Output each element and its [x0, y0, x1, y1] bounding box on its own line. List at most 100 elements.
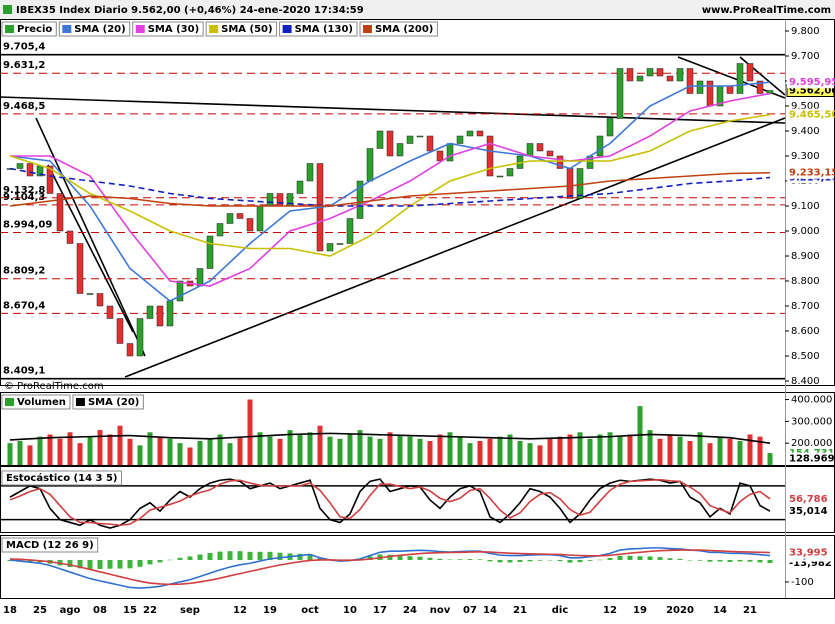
- y-tick-label: 9.800: [791, 26, 820, 37]
- y-tick-label: -100: [791, 577, 814, 588]
- candle: [426, 135, 434, 152]
- end-value-tag: [787, 492, 834, 505]
- bar: [637, 556, 643, 560]
- bar: [337, 438, 343, 465]
- candle: [746, 63, 754, 82]
- legend-label: Volumen: [17, 397, 66, 408]
- legend-box: [58, 21, 131, 37]
- bar: [587, 559, 593, 561]
- legend-label: SMA (200): [375, 24, 433, 35]
- candle: [576, 168, 584, 199]
- bar: [697, 432, 703, 465]
- candle: [96, 293, 104, 307]
- bar: [437, 434, 443, 465]
- candle: [156, 305, 164, 327]
- bar: [157, 436, 163, 465]
- candle: [626, 68, 634, 82]
- bar: [277, 438, 283, 465]
- candle: [76, 243, 84, 294]
- legend-swatch: [282, 25, 292, 33]
- candle: [166, 300, 174, 327]
- y-tick-label: 8.700: [791, 301, 820, 312]
- bar: [377, 438, 383, 465]
- candle: [636, 75, 644, 82]
- candle: [596, 135, 604, 157]
- bar: [427, 557, 433, 560]
- legend-label: SMA (20): [74, 24, 125, 35]
- legend-swatch: [62, 25, 72, 33]
- candle: [416, 135, 424, 138]
- candle: [406, 135, 414, 144]
- bar: [177, 443, 183, 465]
- candle: [436, 150, 444, 162]
- bar: [747, 559, 753, 562]
- bar: [157, 559, 163, 563]
- candle: [686, 68, 694, 94]
- bar: [237, 436, 243, 465]
- bar: [147, 559, 153, 565]
- bar: [547, 559, 553, 561]
- bar: [47, 434, 53, 465]
- bar: [677, 558, 683, 560]
- x-tick-label: 12: [603, 605, 617, 616]
- candle: [236, 213, 244, 219]
- legend-item: SMA (30): [132, 21, 204, 37]
- level-label: 8.994,09: [3, 219, 52, 230]
- bar: [217, 434, 223, 465]
- x-tick-label: 19: [263, 605, 277, 616]
- bar: [237, 551, 243, 560]
- bar: [257, 551, 263, 560]
- level-label: 9.468,5: [3, 101, 45, 112]
- level-label: 9.705,4: [3, 42, 45, 53]
- y-tick-label: 200.000: [791, 438, 832, 449]
- x-tick-label: dic: [552, 605, 569, 616]
- bar: [87, 559, 93, 570]
- bar: [497, 436, 503, 465]
- x-tick-label: 19: [633, 605, 647, 616]
- bar: [487, 438, 493, 465]
- bar: [287, 430, 293, 465]
- end-value-tag: [787, 166, 834, 179]
- bar: [107, 434, 113, 465]
- bar: [387, 432, 393, 465]
- candle: [666, 75, 674, 82]
- plot: [7, 399, 773, 465]
- bar: [87, 436, 93, 465]
- candle: [336, 243, 344, 245]
- end-value-label: 9.233,15: [789, 168, 835, 179]
- candle: [116, 318, 124, 344]
- candle: [226, 213, 234, 224]
- bar: [167, 438, 173, 465]
- end-value-label: 56,786: [789, 494, 828, 505]
- end-value-tag: [787, 546, 834, 559]
- candle: [546, 150, 554, 157]
- bar: [707, 443, 713, 465]
- x-tick-label: 17: [373, 605, 387, 616]
- bar: [437, 558, 443, 560]
- x-tick-label: ago: [60, 605, 81, 616]
- candle: [216, 223, 224, 237]
- candle: [486, 135, 494, 177]
- legend-swatch: [209, 25, 219, 33]
- legend-swatch: [362, 25, 372, 33]
- bar: [737, 441, 743, 465]
- legend-box: [279, 21, 358, 37]
- bar: [677, 436, 683, 465]
- legend-item: Estocástico (14 3 5): [1, 470, 122, 486]
- series-line: [10, 92, 771, 287]
- y-tick-label: 8.500: [791, 351, 820, 362]
- candle: [386, 130, 394, 157]
- bar: [307, 432, 313, 465]
- y-tick-label: 9.300: [791, 151, 820, 162]
- end-value-label: -13,982: [789, 558, 832, 569]
- legend-swatch: [75, 398, 85, 406]
- bar: [107, 559, 113, 569]
- bar: [577, 432, 583, 465]
- bar: [617, 555, 623, 560]
- bar: [507, 559, 513, 563]
- bar: [397, 434, 403, 465]
- legend-box: [1, 21, 57, 37]
- candle: [506, 168, 514, 177]
- bar: [657, 557, 663, 560]
